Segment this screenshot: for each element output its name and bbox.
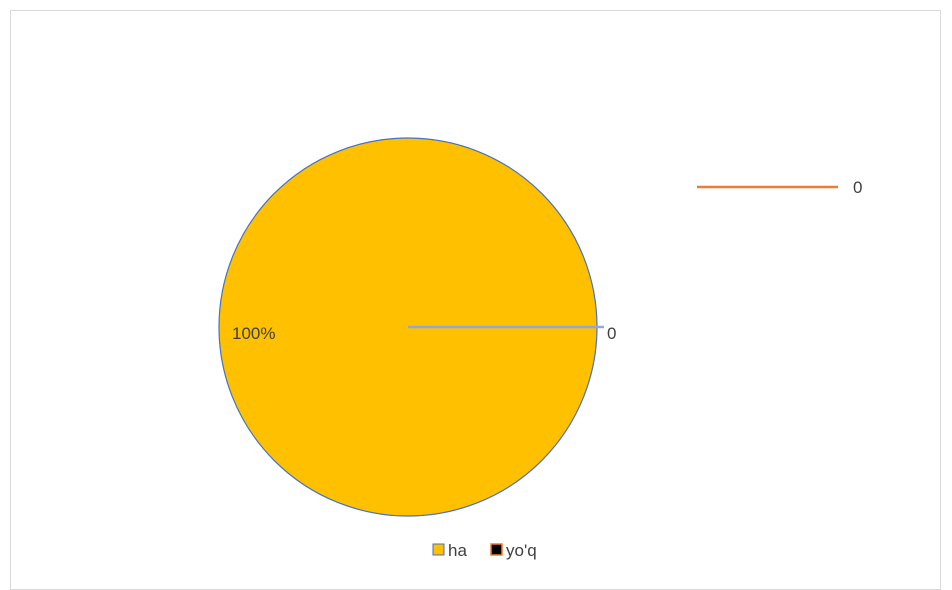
legend-label-yoq: yo'q [506, 541, 537, 560]
legend: ha yo'q [432, 541, 537, 560]
data-label-yoq: 0 [607, 324, 616, 343]
data-label-ha: 100% [232, 324, 275, 343]
legend-swatch-yoq [490, 543, 503, 556]
legend-label-ha: ha [448, 541, 467, 560]
extra-legend-label: 0 [853, 178, 862, 197]
legend-swatch-ha [432, 543, 445, 556]
